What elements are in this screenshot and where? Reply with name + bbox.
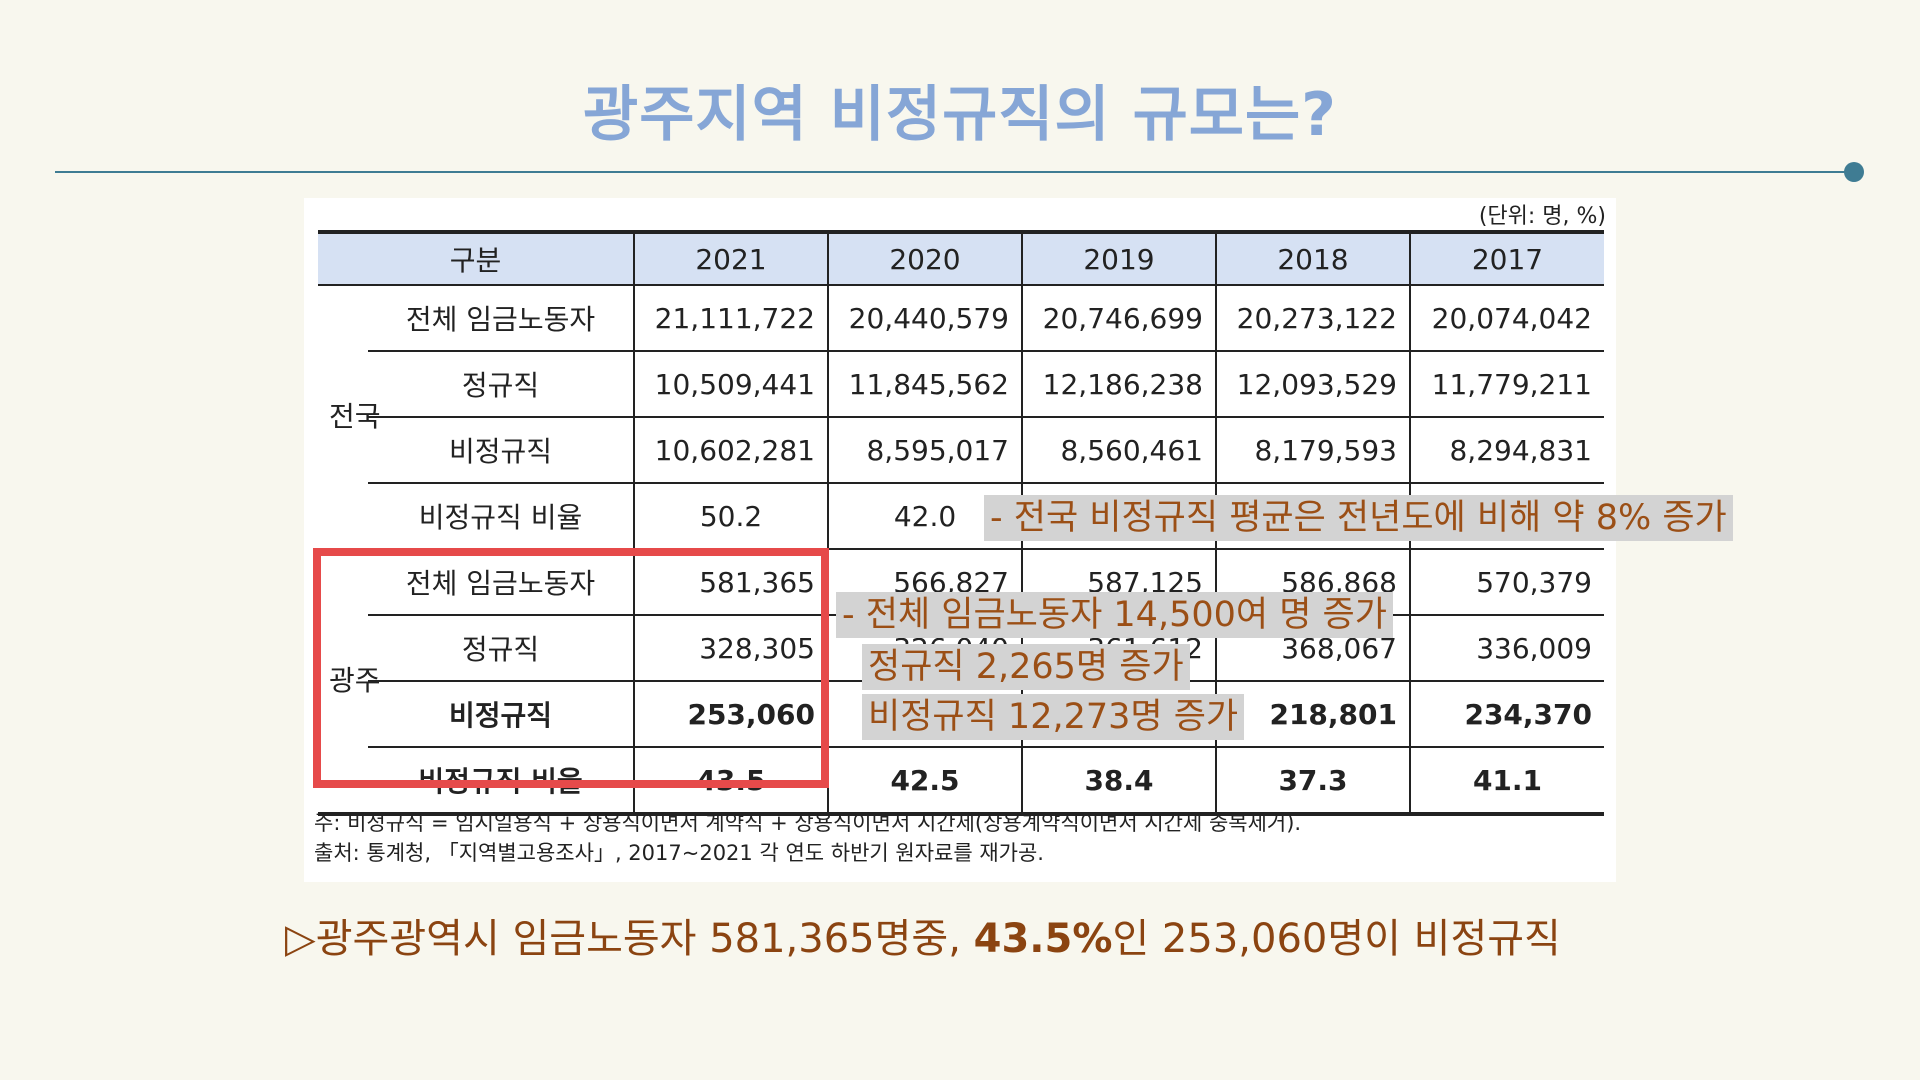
value-cell: 37.3 bbox=[1216, 747, 1411, 815]
value-cell: 42.5 bbox=[828, 747, 1023, 815]
group-label: 광주 bbox=[318, 549, 381, 815]
callout-national: - 전국 비정규직 평균은 전년도에 비해 약 8% 증가 bbox=[984, 495, 1733, 541]
value-cell: 234,370 bbox=[1410, 681, 1604, 748]
value-cell: 253,060 bbox=[634, 681, 829, 748]
callout-gwangju-regular: 정규직 2,265명 증가 bbox=[862, 644, 1190, 690]
header-cell: 2020 bbox=[828, 232, 1023, 286]
value-cell: 20,746,699 bbox=[1022, 285, 1217, 352]
callout-gwangju-nonregular: 비정규직 12,273명 증가 bbox=[862, 694, 1245, 740]
value-cell: 328,305 bbox=[634, 615, 829, 682]
group-label: 전국 bbox=[318, 285, 381, 550]
value-cell: 50.2 bbox=[634, 483, 829, 550]
employment-table: 구분 2021 2020 2019 2018 2017 전국 전체 임금노동자 21… bbox=[318, 230, 1604, 816]
header-cell: 2017 bbox=[1410, 232, 1604, 286]
table-note: 주: 비정규직 = 임시일용직 + 상용직이면서 계약직 + 상용직이면서 시간… bbox=[314, 811, 1302, 835]
row-label: 비정규직 비율 bbox=[368, 483, 635, 550]
unit-label: (단위: 명, %) bbox=[1478, 204, 1606, 229]
row-label: 전체 임금노동자 bbox=[368, 285, 635, 352]
table-notes: 주: 비정규직 = 임시일용직 + 상용직이면서 계약직 + 상용직이면서 시간… bbox=[314, 808, 1301, 868]
row-label: 비정규직 bbox=[368, 681, 635, 748]
table-row: 정규직 10,509,441 11,845,562 12,186,238 12,093,… bbox=[318, 351, 1604, 418]
value-cell: 20,440,579 bbox=[828, 285, 1023, 352]
row-label: 비정규직 bbox=[368, 417, 635, 484]
value-cell: 8,595,017 bbox=[828, 417, 1023, 484]
value-cell: 11,779,211 bbox=[1410, 351, 1604, 418]
header-cell: 2019 bbox=[1022, 232, 1217, 286]
row-label: 정규직 bbox=[368, 351, 635, 418]
value-cell: 570,379 bbox=[1410, 549, 1604, 616]
summary-text: ▷광주광역시 임금노동자 581,365명중, 43.5%인 253,060명이… bbox=[285, 906, 1561, 964]
table-header-row: 구분 2021 2020 2019 2018 2017 bbox=[318, 232, 1604, 286]
table-row: 광주 전체 임금노동자 581,365 566,827 587,125 586,868 57… bbox=[318, 549, 1604, 815]
value-cell: 218,801 bbox=[1216, 681, 1411, 748]
table-row: 비정규직 10,602,281 8,595,017 8,560,461 8,179,59… bbox=[318, 417, 1604, 484]
value-cell: 10,509,441 bbox=[634, 351, 829, 418]
page-title: 광주지역 비정규직의 규모는? bbox=[583, 80, 1337, 150]
value-cell: 8,179,593 bbox=[1216, 417, 1411, 484]
value-cell: 8,294,831 bbox=[1410, 417, 1604, 484]
value-cell: 41.1 bbox=[1410, 747, 1604, 815]
value-cell: 8,560,461 bbox=[1022, 417, 1217, 484]
gwangju-highlight-box bbox=[313, 548, 829, 788]
value-cell: 10,602,281 bbox=[634, 417, 829, 484]
value-cell: 20,074,042 bbox=[1410, 285, 1604, 352]
summary-prefix: ▷광주광역시 임금노동자 581,365명중, bbox=[285, 916, 974, 962]
value-cell: 336,009 bbox=[1410, 615, 1604, 682]
summary-suffix: 인 253,060명이 비정규직 bbox=[1112, 916, 1561, 962]
header-cell: 2018 bbox=[1216, 232, 1411, 286]
value-cell: 20,273,122 bbox=[1216, 285, 1411, 352]
value-cell: 12,093,529 bbox=[1216, 351, 1411, 418]
divider-dot bbox=[1844, 162, 1864, 182]
table-row: 전국 전체 임금노동자 21,111,722 20,440,579 20,746,699… bbox=[318, 285, 1604, 550]
summary-highlight: 43.5% bbox=[973, 916, 1113, 962]
value-cell: 12,186,238 bbox=[1022, 351, 1217, 418]
value-cell: 581,365 bbox=[634, 549, 829, 616]
value-cell: 21,111,722 bbox=[634, 285, 829, 352]
row-label: 정규직 bbox=[368, 615, 635, 682]
stats-panel: (단위: 명, %) 구분 2021 2020 2019 2018 2017 전… bbox=[304, 198, 1616, 882]
header-cell: 구분 bbox=[318, 232, 635, 286]
value-cell: 11,845,562 bbox=[828, 351, 1023, 418]
header-cell: 2021 bbox=[634, 232, 829, 286]
value-cell: 38.4 bbox=[1022, 747, 1217, 815]
group-name: 전국 bbox=[329, 400, 381, 433]
callout-gwangju-total: - 전체 임금노동자 14,500여 명 증가 bbox=[836, 592, 1393, 638]
table-source: 출처: 통계청, 「지역별고용조사」, 2017~2021 각 연도 하반기 원… bbox=[314, 841, 1044, 865]
divider-line bbox=[55, 171, 1855, 173]
row-label: 전체 임금노동자 bbox=[368, 549, 635, 616]
